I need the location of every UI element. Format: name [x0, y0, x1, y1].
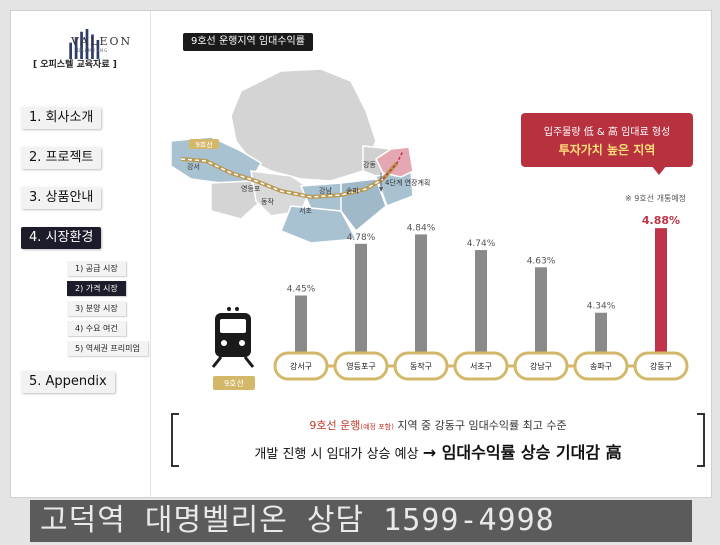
- train-line-badge: [213, 376, 255, 390]
- map-line-badge: 9호선: [195, 140, 212, 149]
- arrow-right-icon: →: [422, 443, 437, 462]
- bracket-left: [171, 413, 179, 467]
- subnav-item-price[interactable]: 2) 가격 시장: [67, 281, 126, 296]
- chart-data-label: 4.84%: [407, 223, 436, 233]
- chart-category-label: 송파구: [590, 362, 612, 371]
- chart-data-label: 4.88%: [642, 214, 680, 227]
- subnav-item-supply[interactable]: 1) 공급 시장: [67, 261, 126, 276]
- callout-line2: 투자가치 높은 지역: [558, 143, 656, 157]
- summary-line2: 개발 진행 시 임대가 상승 예상 → 임대수익률 상승 기대감 高: [171, 439, 705, 463]
- chart-category-label: 강남구: [530, 361, 552, 371]
- valeon-logo-icon: [69, 29, 100, 59]
- chart-category-label: 영등포구: [346, 361, 375, 371]
- map-label-seocho: 서초: [299, 206, 312, 215]
- summary-line1-small: (예정 포함): [360, 423, 394, 431]
- summary-line2-b: 임대수익률 상승 기대감 高: [436, 443, 622, 462]
- chart-category-label: 강서구: [290, 361, 312, 371]
- train-label: 9호선: [224, 379, 244, 388]
- subnav-item-demand[interactable]: 4) 수요 여건: [67, 321, 126, 336]
- chart-station-marker: [273, 351, 329, 381]
- chart-station-marker: [393, 351, 449, 381]
- chart-data-label: 4.34%: [587, 302, 616, 312]
- chart-category-label: 강동구: [650, 361, 672, 371]
- chart-bar: [415, 234, 427, 366]
- chart-bar: [355, 243, 367, 366]
- nav-item-appendix[interactable]: 5. Appendix: [21, 371, 115, 393]
- brand-name: VALEON: [71, 35, 133, 48]
- chart-data-label: 4.63%: [527, 256, 556, 266]
- district-gangdong-area: [375, 146, 414, 178]
- chart-station-marker: [633, 351, 689, 381]
- edu-label: [ 오피스텔 교육자료 ]: [33, 60, 117, 70]
- chart-category-label: 동작구: [410, 361, 432, 371]
- subnav-item-sales[interactable]: 3) 분양 시장: [67, 301, 126, 316]
- train-area: 9호선: [211, 307, 255, 390]
- section-title: 9호선 운행지역 임대수익률: [183, 33, 313, 51]
- nav-item-market[interactable]: 4. 시장환경: [21, 227, 102, 249]
- chart-station-marker: [513, 351, 569, 381]
- chart-data-label: 4.45%: [287, 285, 316, 295]
- chart-bar: [295, 295, 307, 366]
- callout-box: 입주물량 低 & 高 임대료 형성 투자가치 높은 지역: [521, 113, 693, 167]
- map-label-gangseo: 강서: [187, 162, 200, 171]
- chart-station-marker: [333, 351, 389, 381]
- map-label-yeongdeungpo: 영등포: [241, 184, 261, 193]
- map-label-dongjak: 동작: [261, 197, 274, 206]
- brand-sub: DAEMYUNG: [77, 48, 109, 53]
- contact-banner: 고덕역 대명벨리온 상담 1599-4998: [30, 500, 692, 542]
- bracket-right: [697, 413, 705, 467]
- chart-bar: [535, 267, 547, 366]
- seoul-map: 9호선 강서 영등포 동작 강남 송파 서초 강동 4단계 연장계획: [170, 68, 430, 244]
- subnav-item-premium[interactable]: 5) 역세권 프리미엄: [67, 341, 148, 356]
- opening-note: ※ 9호선 개통예정: [625, 194, 687, 203]
- nav-item-company[interactable]: 1. 회사소개: [21, 107, 102, 129]
- map-label-gangdong: 강동: [363, 160, 376, 169]
- map-label-gangnam: 강남: [319, 186, 332, 195]
- chart-data-label: 4.78%: [347, 233, 376, 243]
- main-content: 9호선 운행지역 임대수익률 9호선 강서: [151, 11, 713, 499]
- summary-line1-a: 9호선 운행: [309, 419, 361, 432]
- sidebar: VALEON DAEMYUNG [ 오피스텔 교육자료 ] 1. 회사소개 2.…: [11, 11, 151, 499]
- train-icon: [211, 307, 255, 368]
- chart-bar: [655, 228, 667, 366]
- chart-data-label: 4.74%: [467, 239, 496, 249]
- map-extension-label: 4단계 연장계획: [385, 178, 430, 187]
- yield-chart: 4.45% 강서구 4.78% 영등포구 4.84% 동작구 4.74% 서초구 4.63% 강남…: [273, 214, 689, 381]
- nav-item-project[interactable]: 2. 프로젝트: [21, 147, 102, 169]
- map-label-songpa: 송파: [346, 186, 359, 195]
- summary-box: 9호선 운행(예정 포함) 지역 중 강동구 임대수익률 최고 수준 개발 진행…: [171, 413, 705, 477]
- summary-line2-a: 개발 진행 시 임대가 상승 예상: [254, 447, 423, 462]
- nav-item-product[interactable]: 3. 상품안내: [21, 187, 102, 209]
- chart-bar: [475, 250, 487, 366]
- slide: VALEON DAEMYUNG [ 오피스텔 교육자료 ] 1. 회사소개 2.…: [10, 10, 713, 499]
- summary-line1: 9호선 운행(예정 포함) 지역 중 강동구 임대수익률 최고 수준: [171, 417, 705, 433]
- chart-station-marker: [453, 351, 509, 381]
- chart-station-marker: [573, 351, 629, 381]
- summary-line1-b: 지역 중 강동구 임대수익률 최고 수준: [393, 419, 567, 432]
- chart-category-label: 서초구: [470, 362, 492, 371]
- callout-tail: [651, 165, 667, 175]
- callout-line1: 입주물량 低 & 高 임대료 형성: [543, 127, 671, 138]
